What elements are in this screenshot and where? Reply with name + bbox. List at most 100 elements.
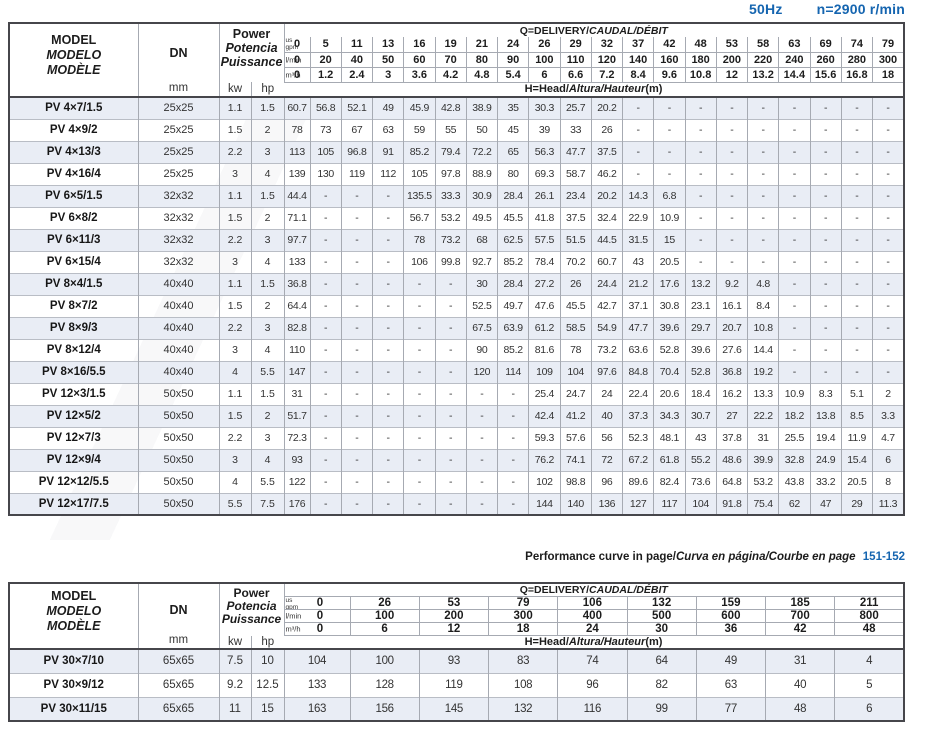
head-value-cell: -: [746, 228, 779, 251]
head-value-cell: -: [684, 140, 717, 163]
flow-m3h-cell: 14.4: [778, 67, 810, 83]
flow-m3h-cell: m³/h 0: [283, 67, 310, 83]
table-row: PV 30×9/12 65x65 9.2 12.5 133 128 119 108 96 82 63…: [9, 672, 904, 697]
dn-cell: 65x65: [137, 672, 219, 697]
head-value-cell: 39.6: [653, 316, 685, 339]
head-value-cell: -: [371, 448, 404, 471]
flow-m3h-cell: 1.2: [309, 67, 342, 83]
model-column-header: MODEL MODELO MODÈLE: [9, 583, 139, 649]
head-value-cell: 114: [496, 360, 529, 383]
head-value-cell: -: [778, 140, 810, 163]
head-value-cell: -: [496, 404, 529, 427]
dn-cell: 25x25: [137, 140, 219, 163]
head-value-cell: 40: [590, 404, 623, 427]
flow-m3h-cell: 30: [626, 622, 697, 636]
head-value-cell: 5: [834, 672, 904, 697]
kw-cell: 1.5: [218, 404, 251, 427]
head-value-cell: 108: [487, 672, 558, 697]
head-value-cell: -: [309, 272, 342, 295]
head-value-cell: 93: [283, 448, 310, 471]
head-value-cell: -: [371, 338, 404, 361]
head-value-cell: -: [746, 118, 779, 141]
head-value-cell: 22.2: [746, 404, 779, 427]
head-value-cell: 41.2: [559, 404, 592, 427]
hp-cell: 2: [250, 294, 284, 317]
head-value-cell: 44.4: [283, 184, 310, 207]
head-value-cell: 82.8: [283, 316, 310, 339]
flow-gpm-cell: 48: [684, 37, 717, 53]
table-row: PV 4×7/1.5 25x25 1.1 1.5 60.7 56.8 52.1 49 45.9 4…: [9, 96, 904, 119]
head-value-cell: 35: [496, 96, 529, 119]
head-value-cell: 20.2: [590, 184, 623, 207]
flow-zero-value: 0: [316, 623, 324, 635]
head-value-cell: 36.8: [715, 360, 748, 383]
flow-lmin-cell: 100: [528, 52, 560, 68]
model-header-line: MODÈLE: [47, 62, 101, 77]
head-value-cell: -: [872, 272, 904, 295]
model-cell: PV 12×9/4: [9, 448, 138, 471]
model-cell: PV 30×9/12: [9, 672, 138, 697]
hp-unit-header: hp: [250, 635, 284, 649]
head-value-cell: 16.2: [715, 382, 748, 405]
table-row: PV 12×12/5.5 50x50 4 5.5 122- - - - - - -102 98.8 96…: [9, 470, 904, 493]
head-value-cell: -: [809, 140, 842, 163]
lmin-unit-label: l/min: [285, 55, 302, 64]
head-value-cell: 21.2: [621, 272, 654, 295]
head-value-cell: 38.9: [465, 96, 498, 119]
head-value-cell: 49: [695, 648, 766, 673]
head-value-cell: 55: [434, 118, 467, 141]
hp-cell: 12.5: [250, 672, 284, 697]
head-value-cell: 112: [371, 162, 404, 185]
head-value-cell: -: [809, 96, 842, 119]
flow-m3h-cell: 18: [487, 622, 558, 636]
flow-m3h-cell: 6.6: [559, 67, 592, 83]
head-value-cell: 36.8: [283, 272, 310, 295]
footnote-text-italic: Curva en página/Courbe en page: [676, 551, 856, 563]
dn-column-header: DN mm: [138, 583, 220, 649]
head-value-cell: 54.9: [590, 316, 623, 339]
head-value-cell: 82.4: [653, 470, 685, 493]
head-value-cell: -: [496, 426, 529, 449]
flow-zero-value: 0: [316, 597, 324, 609]
head-value-cell: -: [309, 184, 342, 207]
head-value-cell: -: [434, 426, 467, 449]
head-value-cell: 46.2: [590, 162, 623, 185]
head-value-cell: 104: [684, 492, 717, 515]
flow-zero-value: 0: [293, 38, 301, 51]
head-value-cell: 52.1: [340, 96, 373, 119]
footnote-page-link[interactable]: 151-152: [862, 551, 905, 563]
head-value-cell: -: [371, 184, 404, 207]
head-value-cell: -: [684, 96, 717, 119]
table-row: PV 12×7/3 50x50 2.2 3 72.3- - - - - - -59.3 57.6 56 5…: [9, 426, 904, 449]
flow-zero-value: 0: [293, 53, 301, 66]
head-value-cell: -: [309, 492, 342, 515]
model-cell: PV 8×12/4: [9, 338, 138, 361]
flow-gpm-cell: 132: [626, 596, 697, 610]
head-value-cell: 8.3: [809, 382, 842, 405]
flow-gpm-cell: 53: [715, 37, 748, 53]
flow-gpm-cell: 185: [764, 596, 835, 610]
head-value-cell: 59: [403, 118, 435, 141]
flow-lmin-cell: 70: [434, 52, 467, 68]
model-cell: PV 12×7/3: [9, 426, 138, 449]
head-value-cell: 32.4: [590, 206, 623, 229]
head-value-cell: 33.3: [434, 184, 467, 207]
head-value-cell: 99.8: [434, 250, 467, 273]
flow-lmin-cell: 100: [349, 609, 420, 623]
head-value-cell: -: [715, 118, 748, 141]
model-cell: PV 30×7/10: [9, 648, 138, 673]
head-value-cell: -: [684, 118, 717, 141]
head-value-cell: 55.2: [684, 448, 717, 471]
head-value-cell: 72.3: [283, 426, 310, 449]
head-value-cell: 25.5: [778, 426, 810, 449]
hp-cell: 1.5: [250, 96, 284, 119]
model-cell: PV 4×7/1.5: [9, 96, 138, 119]
head-value-cell: -: [809, 118, 842, 141]
first-performance-table: MODEL MODELO MODÈLE DN mm Power Potencia Puissa…: [8, 22, 905, 516]
head-value-cell: 53.2: [434, 206, 467, 229]
flow-lmin-cell: 40: [340, 52, 373, 68]
kw-cell: 4: [218, 470, 251, 493]
hp-cell: 2: [250, 118, 284, 141]
head-value-cell: 6: [872, 448, 904, 471]
flow-gpm-cell: 24: [496, 37, 529, 53]
